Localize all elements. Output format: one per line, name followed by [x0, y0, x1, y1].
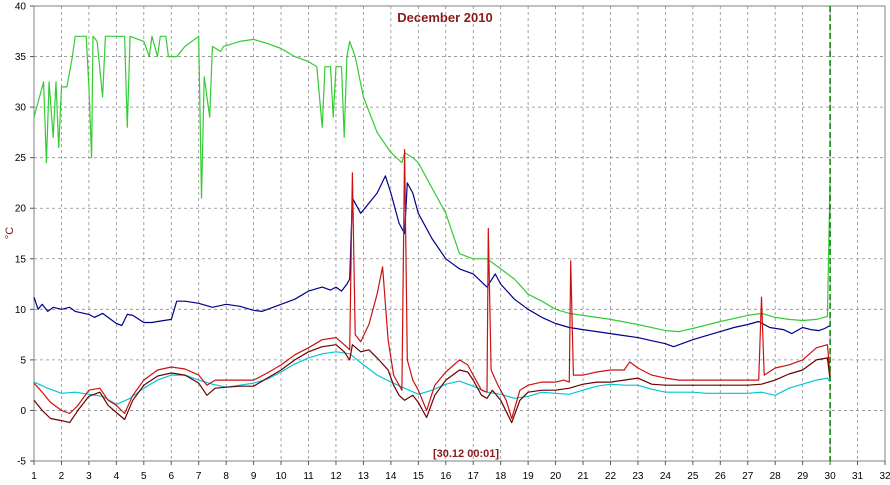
x-tick-label: 19: [523, 471, 535, 482]
x-tick-label: 13: [358, 471, 370, 482]
x-tick-label: 27: [742, 471, 754, 482]
x-tick-label: 20: [550, 471, 562, 482]
x-tick-label: 26: [715, 471, 727, 482]
x-tick-label: 17: [468, 471, 480, 482]
x-tick-label: 28: [770, 471, 782, 482]
y-tick-label: 0: [20, 406, 26, 417]
y-tick-label: 35: [15, 52, 27, 63]
x-tick-label: 16: [440, 471, 452, 482]
x-tick-label: 29: [797, 471, 809, 482]
x-tick-label: 2: [59, 471, 65, 482]
x-tick-label: 1: [31, 471, 37, 482]
x-tick-label: 14: [385, 471, 397, 482]
x-tick-label: 8: [223, 471, 229, 482]
x-tick-label: 24: [660, 471, 672, 482]
y-tick-label: 30: [15, 103, 27, 114]
x-tick-label: 23: [632, 471, 644, 482]
chart-title: December 2010: [397, 10, 492, 25]
x-tick-label: 11: [303, 471, 314, 482]
series-lines: [33, 35, 831, 424]
x-tick-label: 9: [251, 471, 257, 482]
y-tick-label: 10: [15, 305, 27, 316]
x-tick-label: 3: [86, 471, 92, 482]
x-tick-label: 25: [687, 471, 699, 482]
x-tick-label: 32: [879, 471, 890, 482]
series-line-3: [33, 351, 831, 405]
cursor-timestamp-label: [30.12 00:01]: [433, 448, 499, 460]
x-tick-label: 6: [168, 471, 174, 482]
x-tick-label: 30: [825, 471, 837, 482]
series-line-4: [33, 149, 831, 420]
series-line-1: [33, 35, 831, 333]
series-line-5: [33, 344, 831, 424]
series-line-2: [33, 175, 831, 348]
y-tick-label: 20: [15, 204, 27, 215]
x-tick-label: 22: [605, 471, 617, 482]
x-tick-label: 4: [114, 471, 120, 482]
axis-tick-labels: 1 2 3 4 5 6 7 8 9 10 11 12 13 14 15 16 17 18 19 20 21 22 23 24 2…: [15, 2, 890, 483]
x-tick-label: 12: [330, 471, 342, 482]
y-axis-unit-label: °C: [4, 227, 16, 239]
x-tick-label: 18: [495, 471, 507, 482]
x-tick-label: 10: [276, 471, 288, 482]
x-tick-label: 7: [196, 471, 202, 482]
x-tick-label: 31: [852, 471, 864, 482]
y-tick-label: -5: [17, 457, 26, 468]
y-tick-label: 40: [15, 2, 27, 13]
y-tick-label: 15: [15, 254, 27, 265]
y-tick-label: 5: [20, 355, 26, 366]
x-tick-label: 21: [577, 471, 589, 482]
y-tick-label: 25: [15, 153, 27, 164]
x-tick-label: 15: [413, 471, 425, 482]
x-tick-label: 5: [141, 471, 147, 482]
